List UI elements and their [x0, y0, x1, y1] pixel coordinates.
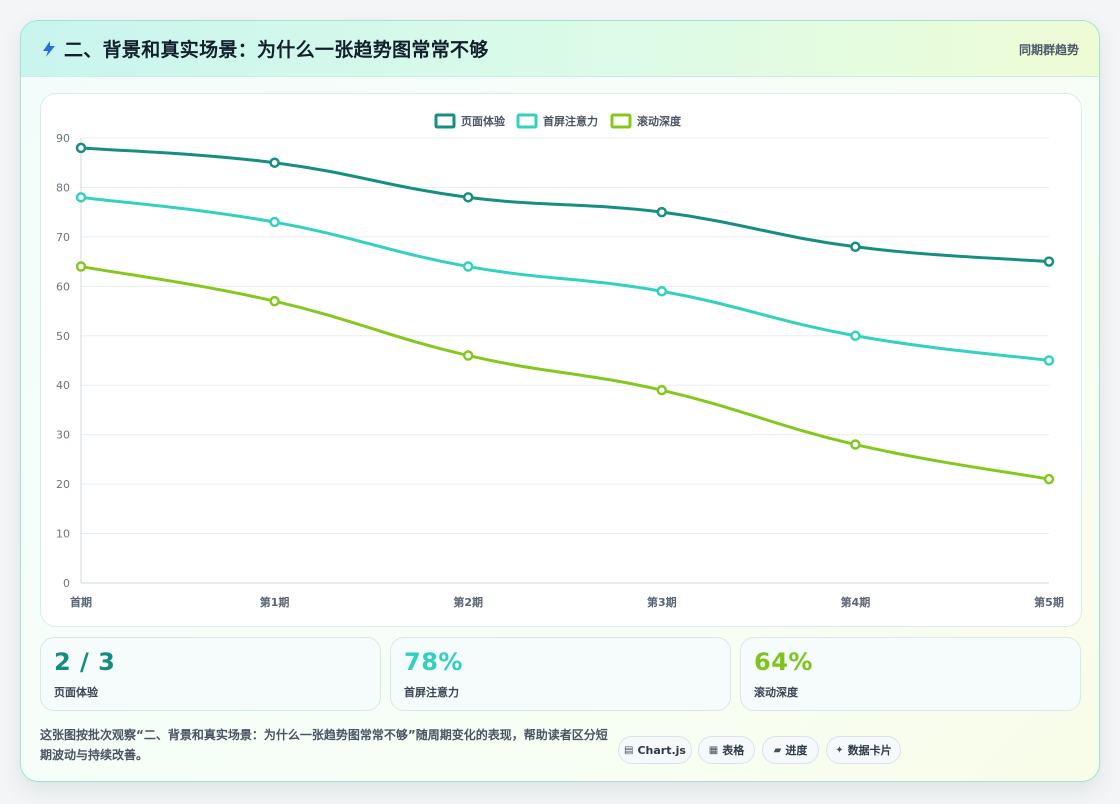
data-point	[75, 142, 87, 154]
stat-card-scroll-depth: 64% 滚动深度	[740, 637, 1081, 711]
progress-icon: ▰	[773, 744, 782, 756]
data-point	[656, 286, 668, 297]
stat-label: 首屏注意力	[404, 686, 459, 699]
table-icon: ▦	[708, 744, 719, 756]
lightning-icon	[43, 41, 55, 57]
x-tick-label: 第2期	[453, 595, 483, 609]
data-point	[1043, 355, 1055, 366]
stat-card-page-experience: 2 / 3 页面体验	[40, 637, 381, 711]
chip-table[interactable]: ▦ 表格	[698, 736, 755, 764]
data-point	[75, 261, 87, 272]
sparkle-icon: ✦	[835, 744, 844, 756]
report-card: 二、背景和真实场景：为什么一张趋势图常常不够 同期群趋势 0 10 20 30 40 50…	[20, 20, 1100, 782]
chip-label: Chart.js	[637, 743, 686, 757]
chart-icon: ▤	[624, 744, 634, 756]
y-tick-label: 10	[56, 528, 70, 541]
page-title: 二、背景和真实场景：为什么一张趋势图常常不够	[64, 39, 489, 61]
x-tick-label: 第3期	[647, 595, 677, 609]
chip-label: 表格	[722, 744, 745, 757]
data-point	[269, 295, 280, 307]
stat-value: 64%	[754, 648, 813, 676]
y-tick-label: 90	[56, 132, 70, 145]
y-tick-label: 50	[56, 330, 70, 343]
data-point	[462, 261, 474, 272]
data-point	[656, 384, 668, 396]
data-point	[850, 439, 861, 450]
data-point	[850, 330, 861, 342]
legend-label: 页面体验	[461, 114, 506, 128]
chip-label: 数据卡片	[847, 744, 892, 757]
chip-progress[interactable]: ▰ 进度	[762, 736, 819, 764]
data-point	[269, 216, 280, 228]
line-chart: 0 10 20 30 40 50 60 70 80 90 首期 第1期 第2期 第3期 第4期 第5期 页面体验…	[56, 113, 1064, 609]
x-tick-label: 第5期	[1034, 595, 1064, 609]
card-header: 二、背景和真实场景：为什么一张趋势图常常不够 同期群趋势	[21, 21, 1099, 77]
y-tick-label: 60	[56, 280, 70, 293]
legend-swatch	[610, 113, 632, 129]
data-point	[462, 192, 474, 203]
cohort-trend-link[interactable]: 同期群趋势	[1018, 43, 1079, 57]
x-tick-label: 第4期	[841, 595, 871, 609]
x-tick-label: 首期	[70, 595, 92, 609]
stat-value: 2 / 3	[54, 648, 116, 676]
y-tick-label: 0	[63, 577, 70, 590]
x-tick-label: 第1期	[260, 595, 290, 609]
stat-label: 页面体验	[54, 686, 98, 699]
series-line	[80, 265, 1050, 481]
data-point	[462, 350, 474, 361]
legend-swatch	[516, 113, 538, 129]
legend-label: 首屏注意力	[543, 114, 598, 128]
chip-label: 进度	[785, 744, 808, 757]
data-point	[1043, 256, 1055, 267]
y-tick-label: 40	[56, 379, 70, 392]
legend-label: 滚动深度	[637, 114, 682, 128]
chart-description: 这张图按批次观察“二、背景和真实场景：为什么一张趋势图常常不够”随周期变化的表现…	[40, 728, 608, 762]
y-tick-label: 70	[56, 231, 70, 244]
chip-chartjs[interactable]: ▤ Chart.js	[618, 736, 692, 764]
data-point	[75, 192, 87, 203]
chip-data-card[interactable]: ✦ 数据卡片	[826, 736, 901, 764]
y-tick-label: 80	[56, 181, 70, 194]
series-line	[80, 146, 1050, 264]
y-tick-label: 30	[56, 429, 70, 442]
data-point	[656, 206, 668, 218]
stat-value: 78%	[404, 648, 463, 676]
y-tick-label: 20	[56, 478, 70, 491]
stat-card-first-screen-attention: 78% 首屏注意力	[390, 637, 731, 711]
chart-panel: 0 10 20 30 40 50 60 70 80 90 首期 第1期 第2期 第3期 第4期 第5期 页面体验…	[40, 93, 1082, 627]
stat-label: 滚动深度	[754, 686, 798, 699]
legend-swatch	[434, 113, 456, 129]
data-point	[1043, 473, 1055, 485]
series-line	[80, 195, 1050, 362]
data-point	[850, 241, 861, 253]
data-point	[269, 157, 280, 168]
